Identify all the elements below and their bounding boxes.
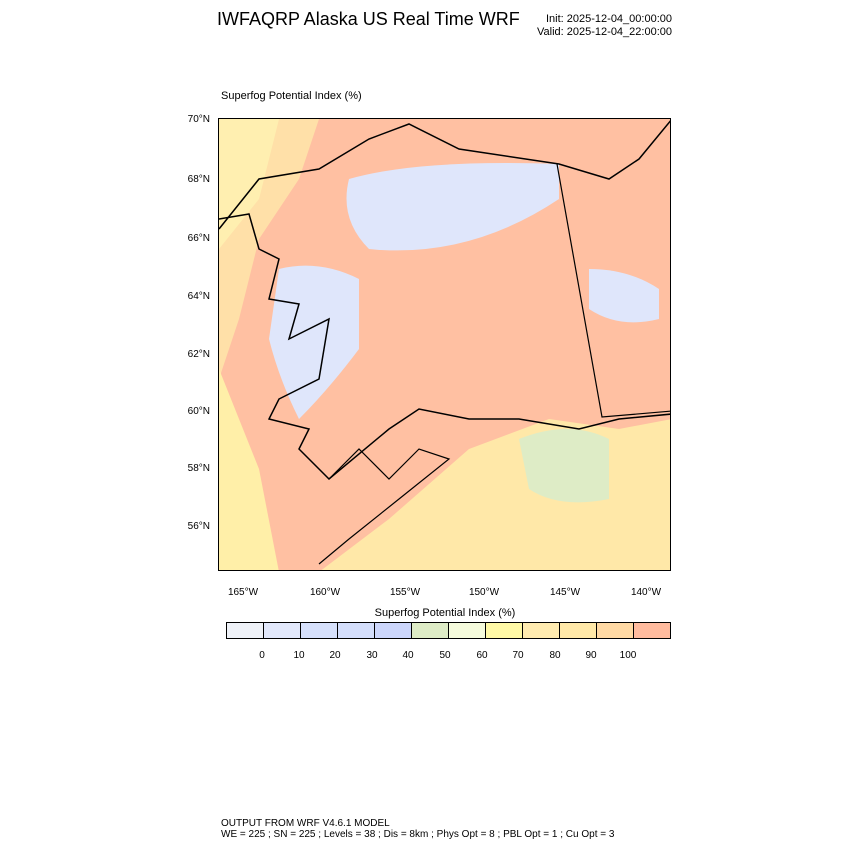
- colorbar-swatch: [486, 623, 523, 638]
- colorbar-label: 60: [476, 650, 488, 661]
- field-map: [219, 119, 670, 570]
- coastline-north: [219, 120, 670, 230]
- field-low-west: [269, 265, 359, 419]
- lon-label: 160°W: [309, 587, 341, 598]
- colorbar-swatch: [597, 623, 634, 638]
- colorbar-swatch: [301, 623, 338, 638]
- colorbar-label: 90: [585, 650, 597, 661]
- colorbar-swatch: [375, 623, 412, 638]
- colorbar-label: 0: [259, 650, 265, 661]
- lat-label: 56°N: [187, 521, 210, 532]
- colorbar-swatch: [634, 623, 670, 638]
- map-panel: [218, 118, 671, 571]
- model-info: OUTPUT FROM WRF V4.6.1 MODEL WE = 225 ; …: [221, 818, 614, 840]
- colorbar-swatch: [227, 623, 264, 638]
- colorbar-label: 50: [439, 650, 451, 661]
- lon-label: 165°W: [227, 587, 259, 598]
- colorbar-swatch: [412, 623, 449, 638]
- border-line: [556, 163, 670, 418]
- lat-label: 60°N: [187, 406, 210, 417]
- colorbar-title: Superfog Potential Index (%): [374, 607, 516, 619]
- colorbar-label: 30: [366, 650, 378, 661]
- field-sw-region: [219, 369, 279, 570]
- lon-label: 140°W: [630, 587, 662, 598]
- colorbar-label: 10: [293, 650, 305, 661]
- coastline: [219, 213, 670, 481]
- field-gulf-region: [519, 429, 609, 503]
- lat-label: 68°N: [187, 174, 210, 185]
- lon-label: 150°W: [468, 587, 500, 598]
- colorbar-swatch: [338, 623, 375, 638]
- model-version: OUTPUT FROM WRF V4.6.1 MODEL: [221, 818, 390, 829]
- colorbar-label: 80: [549, 650, 561, 661]
- field-low-north-slope: [346, 163, 559, 251]
- field-high-region: [219, 119, 670, 570]
- colorbar-label: 20: [329, 650, 341, 661]
- field-low-yukon: [589, 269, 659, 323]
- colorbar-swatch: [523, 623, 560, 638]
- lat-label: 66°N: [187, 233, 210, 244]
- time-info: Init: 2025-12-04_00:00:00 Valid: 2025-12…: [537, 13, 672, 39]
- lat-label: 58°N: [187, 463, 210, 474]
- colorbar-swatch: [449, 623, 486, 638]
- colorbar-label: 40: [402, 650, 414, 661]
- colorbar-label: 70: [512, 650, 524, 661]
- peninsula-coastline: [318, 448, 451, 565]
- plot-title: IWFAQRP Alaska US Real Time WRF: [217, 9, 520, 29]
- colorbar-swatch: [264, 623, 301, 638]
- lat-label: 64°N: [187, 291, 210, 302]
- colorbar-label: 100: [619, 650, 637, 661]
- valid-time: Valid: 2025-12-04_22:00:00: [537, 26, 672, 38]
- colorbar-swatch: [560, 623, 597, 638]
- lat-label: 70°N: [187, 114, 210, 125]
- model-settings: WE = 225 ; SN = 225 ; Levels = 38 ; Dis …: [221, 829, 615, 840]
- init-time: Init: 2025-12-04_00:00:00: [546, 13, 672, 25]
- colorbar: [226, 622, 671, 639]
- lon-label: 155°W: [389, 587, 421, 598]
- lat-label: 62°N: [187, 349, 210, 360]
- map-title: Superfog Potential Index (%): [221, 90, 362, 102]
- lon-label: 145°W: [549, 587, 581, 598]
